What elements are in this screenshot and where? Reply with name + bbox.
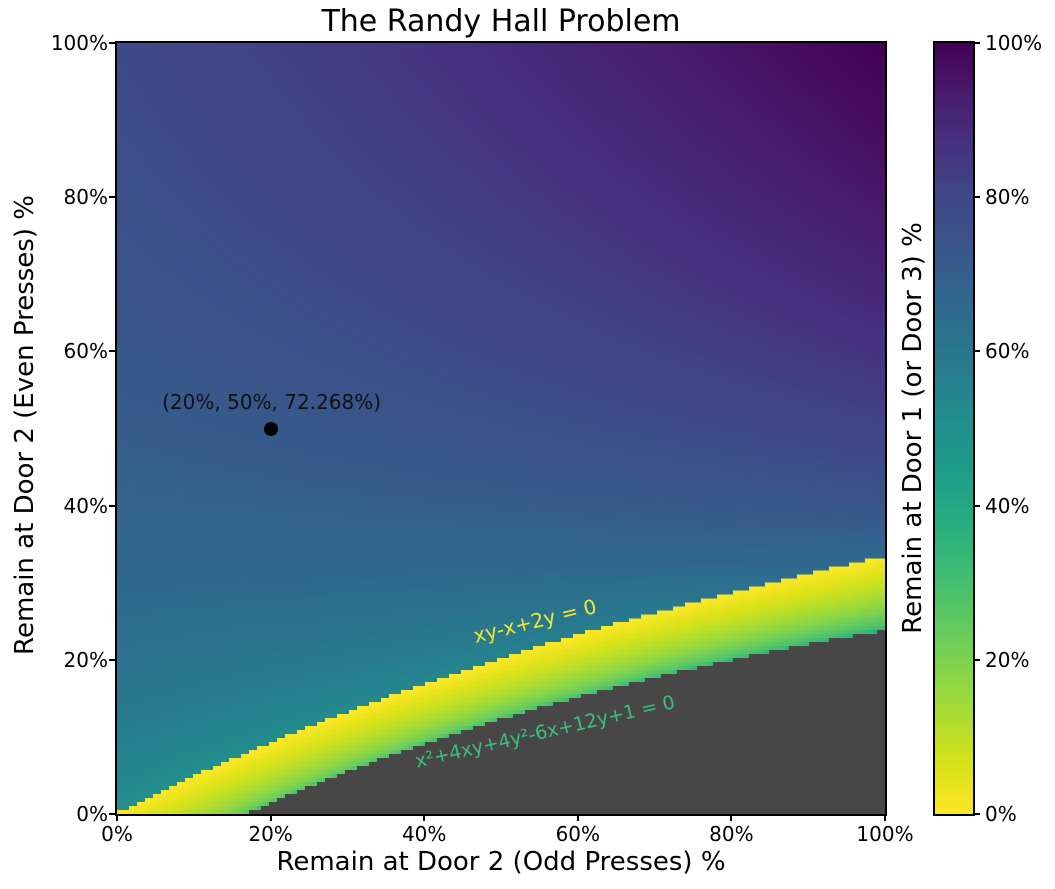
y-tick-mark: [109, 813, 115, 815]
x-tick-label: 40%: [401, 822, 447, 846]
y-tick-mark: [109, 42, 115, 44]
colorbar-tick-mark: [973, 350, 980, 353]
annotation-layer: xy-x+2y = 0 x²+4xy+4y²-6x+12y+1 = 0 (20%, …: [117, 43, 885, 814]
x-tick-mark: [269, 815, 272, 821]
colorbar-tick-label: 20%: [985, 647, 1030, 672]
colorbar-tick-mark: [973, 196, 980, 199]
data-point-marker: [263, 421, 278, 436]
curve-equation-label: x²+4xy+4y²-6x+12y+1 = 0: [412, 691, 677, 773]
y-tick-label: 20%: [63, 647, 108, 672]
x-tick-label: 100%: [856, 822, 914, 846]
y-axis-label: Remain at Door 2 (Even Presses) %: [10, 195, 40, 655]
colorbar-tick-label: 0%: [985, 802, 1017, 826]
x-tick-label: 80%: [709, 822, 754, 846]
colorbar-tick-mark: [973, 504, 980, 507]
y-tick-label: 80%: [63, 185, 108, 210]
y-tick-mark: [109, 658, 115, 661]
colorbar-tick-label: 100%: [985, 31, 1043, 55]
heatmap-plot-area: xy-x+2y = 0 x²+4xy+4y²-6x+12y+1 = 0 (20%, …: [115, 41, 887, 816]
y-tick-mark: [109, 350, 115, 353]
y-tick-label: 60%: [63, 339, 108, 364]
x-tick-mark: [730, 815, 733, 821]
colorbar-tick-mark: [973, 42, 980, 44]
x-tick-label: 20%: [248, 822, 293, 846]
y-tick-label: 40%: [63, 493, 108, 518]
y-tick-mark: [109, 504, 115, 507]
x-axis-label: Remain at Door 2 (Odd Presses) %: [276, 847, 726, 877]
colorbar-tick-label: 60%: [985, 339, 1030, 364]
x-tick-label: 60%: [555, 822, 601, 846]
y-tick-mark: [109, 196, 115, 199]
x-tick-label: 0%: [101, 822, 133, 846]
x-tick-mark: [116, 815, 118, 821]
heatmap-canvas: [117, 43, 885, 814]
x-tick-mark: [576, 815, 579, 821]
colorbar-gradient: [935, 43, 973, 814]
colorbar-tick-label: 40%: [985, 493, 1030, 518]
x-tick-mark: [423, 815, 426, 821]
colorbar-tick-mark: [973, 658, 980, 661]
colorbar-tick-mark: [973, 813, 980, 815]
data-point-label: (20%, 50%, 72.268%): [162, 389, 382, 414]
x-tick-mark: [884, 815, 886, 821]
chart-title: The Randy Hall Problem: [321, 4, 681, 39]
colorbar-tick-label: 80%: [985, 185, 1030, 210]
colorbar-label: Remain at Door 1 (or Door 3) %: [898, 222, 928, 634]
y-tick-label: 0%: [76, 802, 108, 826]
y-tick-label: 100%: [50, 31, 108, 55]
colorbar: [933, 41, 975, 816]
curve-equation-label: xy-x+2y = 0: [470, 594, 599, 649]
